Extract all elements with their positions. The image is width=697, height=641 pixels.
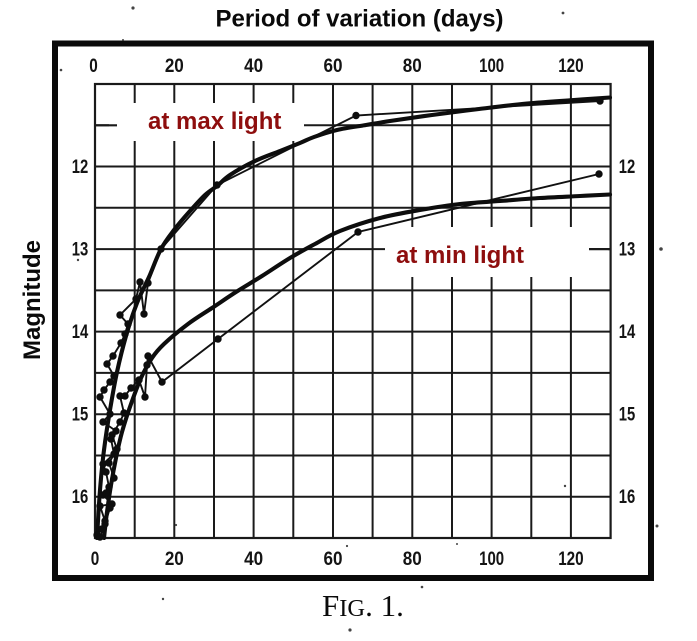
- svg-text:0: 0: [89, 56, 98, 77]
- svg-text:16: 16: [619, 487, 636, 508]
- svg-text:12: 12: [619, 157, 636, 178]
- svg-text:at max light: at max light: [148, 108, 281, 135]
- svg-text:100: 100: [479, 56, 504, 77]
- svg-text:120: 120: [558, 549, 584, 570]
- svg-text:14: 14: [619, 322, 636, 343]
- svg-text:20: 20: [165, 549, 184, 570]
- svg-text:13: 13: [72, 240, 89, 261]
- svg-text:12: 12: [72, 157, 89, 178]
- svg-text:14: 14: [72, 322, 89, 343]
- svg-text:80: 80: [403, 549, 422, 570]
- svg-text:13: 13: [619, 240, 636, 261]
- svg-text:120: 120: [558, 56, 584, 77]
- svg-text:Period of variation (days): Period of variation (days): [215, 6, 503, 33]
- svg-text:80: 80: [403, 56, 422, 77]
- svg-text:40: 40: [244, 549, 263, 570]
- svg-text:15: 15: [619, 405, 636, 426]
- svg-text:40: 40: [244, 56, 263, 77]
- svg-text:15: 15: [72, 405, 89, 426]
- svg-text:0: 0: [91, 549, 100, 570]
- svg-text:60: 60: [323, 56, 342, 77]
- svg-text:at min light: at min light: [396, 242, 524, 269]
- svg-text:20: 20: [165, 56, 184, 77]
- svg-text:Magnitude: Magnitude: [19, 240, 46, 360]
- svg-text:60: 60: [323, 549, 342, 570]
- svg-text:16: 16: [72, 487, 89, 508]
- svg-text:100: 100: [479, 549, 504, 570]
